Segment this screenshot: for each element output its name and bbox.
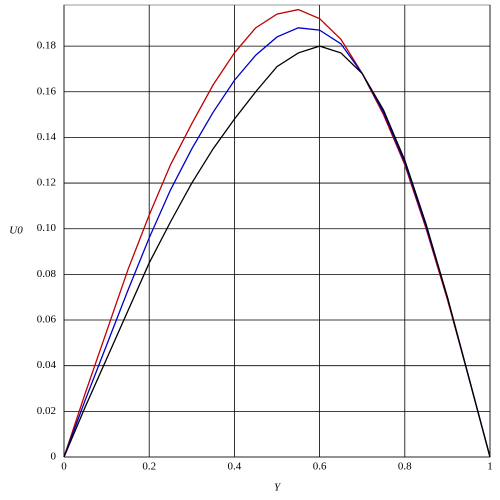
y-tick-label: 0.06	[37, 314, 57, 326]
x-tick-label: 0	[61, 461, 67, 473]
y-tick-label: 0.10	[37, 222, 57, 234]
y-tick-label: 0.14	[37, 131, 57, 143]
y-tick-label: 0.18	[37, 40, 57, 52]
y-tick-label: 0	[51, 451, 57, 463]
plot-area	[63, 4, 491, 458]
y-tick-label: 0.12	[37, 177, 56, 189]
x-tick-label: 1	[487, 461, 493, 473]
data-line	[63, 27, 491, 458]
y-tick-label: 0.08	[37, 268, 57, 280]
y-tick-label: 0.16	[37, 85, 57, 97]
y-tick-label: 0.02	[37, 405, 56, 417]
y-tick-label: 0.04	[37, 359, 57, 371]
data-line	[63, 8, 491, 458]
x-tick-label: 0.8	[398, 461, 412, 473]
data-line	[63, 45, 491, 458]
x-tick-label: 0.2	[142, 461, 156, 473]
x-tick-label: 0.4	[228, 461, 242, 473]
x-tick-label: 0.6	[313, 461, 327, 473]
x-axis-label: Y	[274, 482, 282, 494]
y-axis-label: U0	[9, 225, 23, 237]
